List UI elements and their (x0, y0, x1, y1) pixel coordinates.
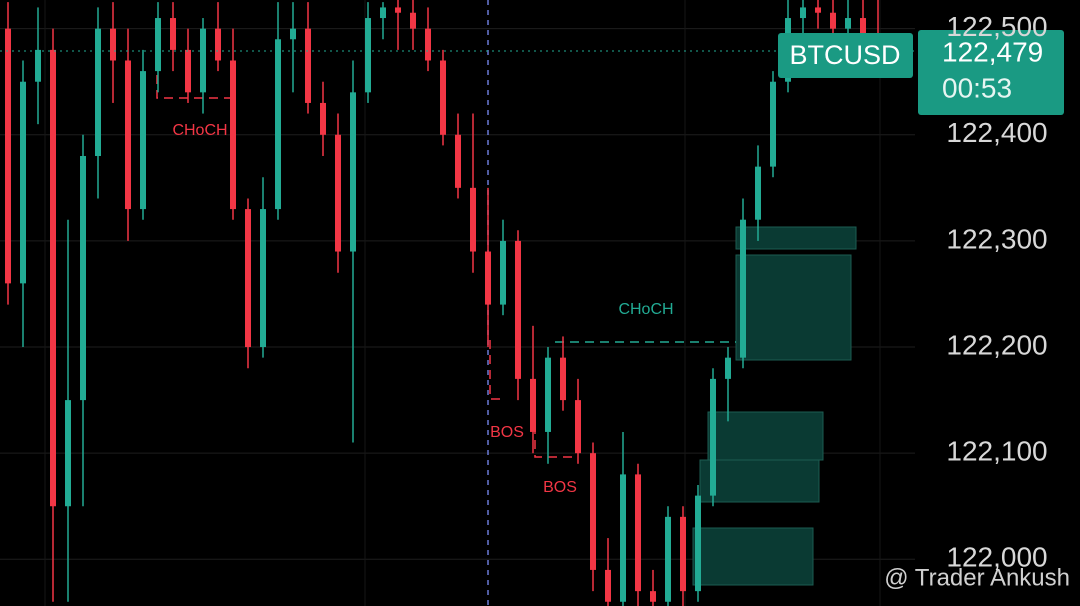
candle-body (590, 453, 596, 570)
candle-body (680, 516, 686, 592)
order-block (707, 411, 824, 461)
candle-body (125, 60, 131, 210)
candle-body (335, 134, 341, 252)
candle-body (530, 378, 536, 432)
y-tick-label: 122,300 (946, 223, 1047, 254)
candle-body (845, 18, 851, 29)
choch-line (156, 60, 232, 99)
order-block (692, 527, 814, 586)
watermark: @ Trader Ankush (884, 564, 1070, 591)
candle-body (275, 39, 281, 210)
candle-body (560, 357, 566, 401)
candle-body (500, 240, 506, 305)
candle-body (650, 591, 656, 602)
candle-body (260, 209, 266, 348)
order-block (735, 254, 852, 361)
candle-body (380, 7, 386, 19)
candle-body (860, 18, 866, 40)
candle-body (695, 495, 701, 592)
candle-body (20, 81, 26, 284)
symbol: BTCUSD (789, 40, 900, 70)
annotation: CHoCH (172, 122, 227, 139)
annotation: CHoCH (618, 301, 673, 318)
candle-body (365, 18, 371, 93)
candle-body (635, 474, 641, 592)
candle-body (170, 18, 176, 50)
annotation: BOS (490, 424, 524, 441)
candle-body (425, 28, 431, 61)
symbol-badge (778, 33, 913, 78)
candle-body (230, 60, 236, 210)
countdown: 00:53 (942, 72, 1012, 103)
candle-body (665, 516, 671, 602)
y-tick-label: 122,000 (946, 542, 1047, 573)
y-tick-label: 122,500 (946, 11, 1047, 42)
candle-body (470, 187, 476, 252)
candle-body (455, 134, 461, 188)
candle-body (710, 378, 716, 496)
y-tick-label: 122,200 (946, 329, 1047, 360)
candle-body (50, 49, 56, 507)
candle-body (440, 60, 446, 135)
candle-body (605, 569, 611, 602)
candle-body (755, 166, 761, 220)
candle-body (770, 81, 776, 167)
candle-body (800, 7, 806, 19)
zones (692, 226, 857, 586)
candle-body (200, 28, 206, 93)
candle-body (410, 12, 416, 29)
candle-body (515, 240, 521, 379)
candle-body (185, 49, 191, 93)
candle-body (305, 28, 311, 103)
candle-body (110, 28, 116, 61)
candle-body (155, 18, 161, 72)
candle-body (830, 12, 836, 29)
annotation: BOS (543, 479, 577, 496)
price-badge (918, 30, 1064, 115)
candle-body (80, 156, 86, 401)
candle-body (620, 474, 626, 602)
y-tick-label: 122,400 (946, 117, 1047, 148)
order-block (699, 459, 820, 503)
candle-body (740, 219, 746, 358)
candle-body (485, 251, 491, 305)
candle-body (815, 7, 821, 13)
candle-body (290, 28, 296, 40)
annotations: CHoCH BOS BOS CHoCH (172, 122, 673, 496)
bos-line (489, 340, 504, 400)
candle-body (245, 209, 251, 348)
candle-body (320, 102, 326, 135)
candle-body (95, 28, 101, 157)
order-block (735, 226, 857, 250)
candle-body (545, 357, 551, 432)
candle-body (575, 400, 581, 454)
candle-body (140, 71, 146, 210)
candle-body (35, 49, 41, 82)
y-tick-label: 122,100 (946, 436, 1047, 467)
last-price: 122,479 (942, 36, 1043, 67)
candle-body (65, 400, 71, 507)
candle-body (395, 7, 401, 13)
bos-line (534, 410, 578, 458)
candle-body (350, 92, 356, 252)
candle-body (5, 28, 11, 284)
candles (5, 0, 881, 606)
candle-body (215, 28, 221, 61)
candle-body (725, 357, 731, 379)
